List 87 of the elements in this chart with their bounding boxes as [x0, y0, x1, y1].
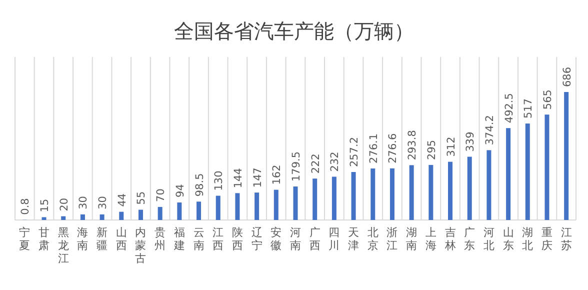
bar — [216, 196, 220, 220]
bar — [80, 214, 85, 220]
x-tick-label: 广西 — [309, 226, 320, 252]
bar — [158, 206, 162, 220]
x-tick-label: 重庆 — [541, 226, 552, 252]
data-label: 144 — [232, 168, 244, 188]
bar — [119, 212, 124, 220]
x-tick-label: 甘肃 — [38, 226, 50, 252]
data-label: 0.8 — [20, 198, 32, 215]
data-label: 276.1 — [368, 133, 380, 164]
x-tick-label: 宁夏 — [19, 226, 30, 252]
data-label: 257.2 — [348, 136, 361, 168]
x-tick-label: 浙江 — [386, 226, 398, 252]
x-tick-label: 云南 — [193, 226, 204, 252]
bar — [506, 128, 511, 220]
data-label: 232 — [329, 152, 342, 172]
bar — [428, 164, 434, 220]
data-label: 517 — [522, 98, 535, 119]
bar — [196, 202, 202, 220]
x-tick-label: 湖北 — [522, 226, 534, 252]
x-tick-label: 上海 — [425, 226, 436, 252]
bar — [61, 216, 66, 220]
data-label: 339 — [464, 132, 477, 152]
chart-title: 全国各省汽车产能（万辆） — [174, 19, 414, 43]
x-tick-label: 天津 — [348, 226, 360, 252]
data-label: 98.5 — [194, 173, 206, 197]
x-tick-label: 山西 — [116, 226, 127, 252]
data-label: 20 — [58, 198, 70, 212]
data-label: 686 — [561, 66, 574, 87]
x-tick-label: 北京 — [367, 226, 378, 252]
x-tick-label: 安徽 — [270, 226, 282, 252]
bar — [564, 92, 569, 220]
bar — [409, 165, 414, 220]
data-label: 276.6 — [387, 133, 400, 164]
data-label: 70 — [155, 188, 168, 202]
bar — [312, 178, 318, 220]
bar — [370, 168, 376, 220]
x-tick-label: 江西 — [212, 226, 224, 252]
bar — [235, 193, 240, 220]
bar — [177, 202, 182, 220]
bar — [42, 217, 46, 220]
x-tick-label: 四川 — [328, 226, 340, 252]
x-tick-label: 黑龙江 — [58, 226, 69, 265]
bar — [467, 156, 472, 220]
bar — [293, 186, 298, 220]
data-label: 30 — [78, 196, 90, 210]
bar — [100, 214, 104, 220]
x-tick-label: 江苏 — [560, 226, 572, 252]
data-label: 293.8 — [406, 130, 419, 160]
bar — [448, 162, 453, 220]
data-label: 94 — [174, 184, 186, 198]
x-tick-label: 河北 — [483, 226, 494, 252]
x-tick-label: 福建 — [172, 226, 185, 252]
data-label: 492.5 — [503, 93, 516, 124]
bar — [351, 172, 356, 220]
bar — [138, 210, 143, 220]
data-label: 312 — [445, 136, 458, 157]
x-tick-label: 海南 — [77, 226, 88, 252]
data-label: 44 — [116, 193, 128, 207]
bar — [486, 150, 492, 220]
data-label: 179.5 — [290, 151, 302, 182]
data-label: 162 — [271, 164, 284, 185]
x-tick-label: 陕西 — [232, 226, 243, 252]
bar — [274, 190, 278, 220]
bar — [254, 192, 260, 220]
x-tick-label: 广东 — [464, 226, 476, 252]
data-label: 374.2 — [484, 115, 496, 146]
bar — [332, 176, 336, 220]
bar — [544, 114, 550, 220]
data-label: 295 — [426, 140, 438, 160]
x-tick-label: 贵州 — [154, 226, 166, 252]
data-label: 222 — [310, 154, 322, 174]
x-tick-label: 内蒙古 — [135, 226, 146, 265]
data-label: 147 — [252, 168, 264, 188]
data-label: 30 — [97, 196, 110, 210]
data-label: 130 — [213, 170, 226, 191]
x-tick-label: 新疆 — [96, 226, 108, 252]
x-tick-label: 湖南 — [406, 226, 418, 252]
x-tick-label: 辽宁 — [251, 226, 262, 252]
data-label: 55 — [136, 191, 148, 205]
bar — [390, 168, 394, 220]
x-tick-label: 河南 — [290, 226, 301, 252]
data-label: 565 — [542, 90, 554, 110]
x-tick-label: 吉林 — [444, 226, 456, 252]
x-tick-label: 山东 — [502, 226, 514, 252]
bar — [525, 124, 530, 220]
data-label: 15 — [39, 198, 52, 212]
